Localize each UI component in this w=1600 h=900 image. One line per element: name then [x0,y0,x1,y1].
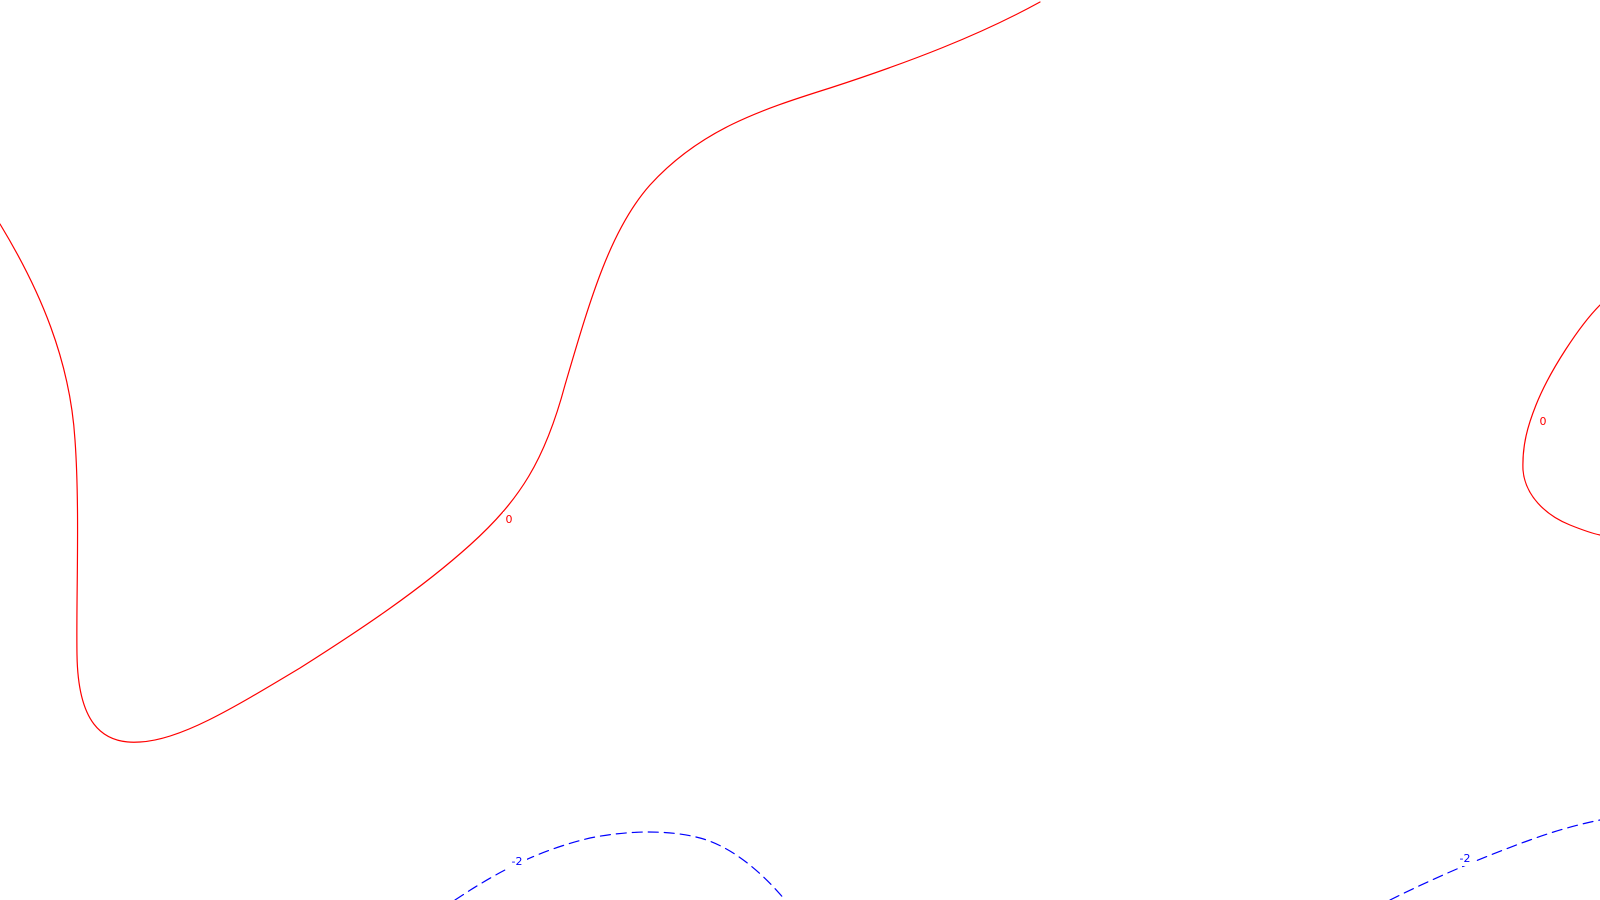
contour-line-neg2-right [1389,819,1600,900]
label-background [1455,852,1475,866]
label-background [503,512,515,526]
contour-line-zero-right [1522,304,1600,536]
contour-label-neg2-right: -2 [1460,852,1471,865]
contour-labels: 0 0 -2 -2 [503,414,1549,869]
contour-label-zero-main: 0 [506,513,513,526]
contour-label-zero-right: 0 [1540,415,1547,428]
contour-label-neg2-center: -2 [512,855,523,868]
label-background [1537,414,1549,428]
contour-line-zero-main [0,1,1041,743]
label-background [507,855,527,869]
